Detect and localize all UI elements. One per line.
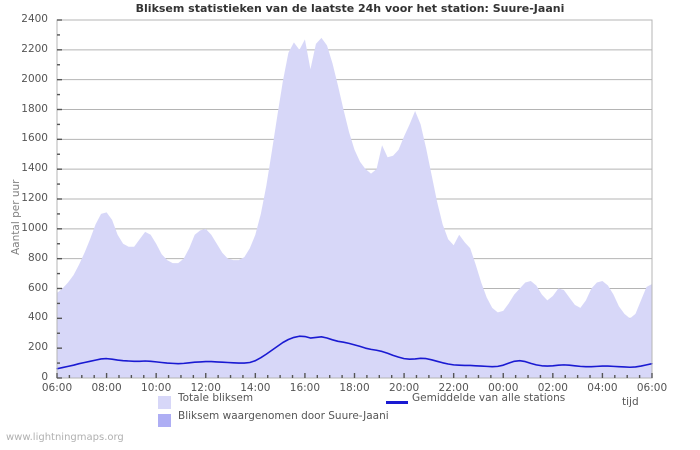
x-tick-label: 02:00 <box>537 382 568 394</box>
area-series-0 <box>57 37 652 379</box>
y-tick-label: 2200 <box>21 42 48 55</box>
y-tick-label: 2000 <box>21 72 48 85</box>
y-tick-label: 1200 <box>21 192 48 204</box>
legend-label: Gemiddelde van alle stations <box>412 392 566 404</box>
y-tick-label: 400 <box>27 311 48 324</box>
legend-color-swatch <box>158 414 171 427</box>
y-tick-label: 200 <box>27 341 48 354</box>
x-tick-label: 04:00 <box>587 382 618 394</box>
y-tick-label: 600 <box>27 281 48 294</box>
x-axis-label: tijd <box>622 396 639 408</box>
y-tick-label: 0 <box>41 371 48 383</box>
x-tick-label: 18:00 <box>339 382 370 394</box>
legend-line-swatch <box>386 401 408 404</box>
legend-color-swatch <box>158 396 171 409</box>
y-tick-label: 1000 <box>21 221 48 234</box>
x-tick-label: 06:00 <box>41 382 73 394</box>
x-tick-label: 08:00 <box>91 382 122 394</box>
x-tick-label: 06:00 <box>636 382 668 394</box>
site-credit: www.lightningmaps.org <box>6 432 124 443</box>
x-tick-label: 14:00 <box>240 382 271 394</box>
legend-label: Totale bliksem <box>178 392 254 404</box>
legend-label: Bliksem waargenomen door Suure-Jaani <box>178 410 389 422</box>
y-tick-label: 1800 <box>21 102 48 115</box>
x-tick-label: 12:00 <box>190 382 221 394</box>
line-series-0 <box>56 335 653 370</box>
y-axis-label: Aantal per uur <box>10 179 22 255</box>
y-tick-label: 2400 <box>21 13 48 25</box>
x-tick-label: 20:00 <box>388 382 420 394</box>
x-tick-label: 22:00 <box>438 382 469 394</box>
x-tick-label: 00:00 <box>488 382 519 394</box>
chart-title: Bliksem statistieken van de laatste 24h … <box>135 2 565 15</box>
x-tick-label: 16:00 <box>289 382 321 394</box>
y-tick-label: 800 <box>27 251 48 264</box>
x-tick-label: 10:00 <box>141 382 172 394</box>
y-tick-label: 1600 <box>21 132 48 145</box>
y-tick-label: 1400 <box>21 162 48 175</box>
